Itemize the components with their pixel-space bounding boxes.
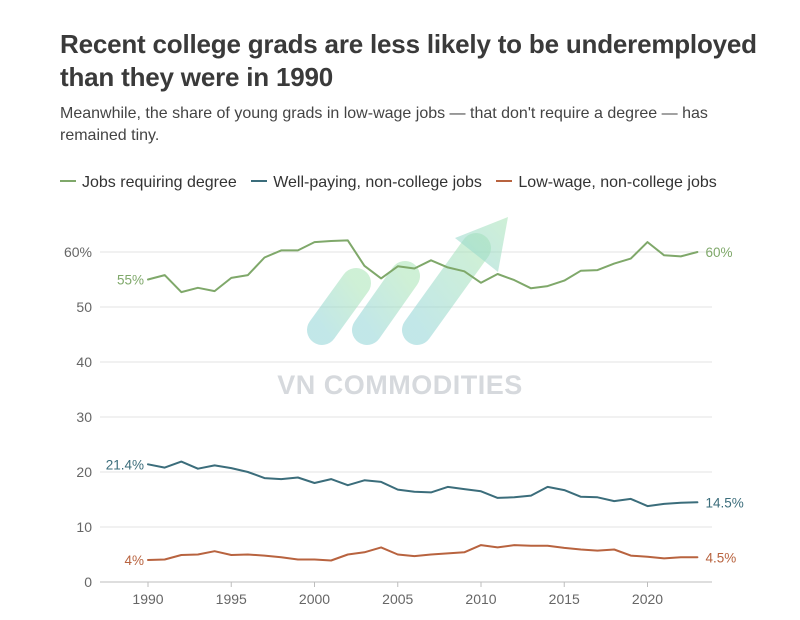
series-lines <box>147 239 699 562</box>
y-tick-label: 50 <box>76 299 92 315</box>
y-tick-label: 10 <box>76 519 92 535</box>
watermark-logo: VN COMMODITIES <box>277 217 523 400</box>
y-tick-label: 30 <box>76 409 92 425</box>
legend-label-well-paying: Well-paying, non-college jobs <box>273 174 482 191</box>
y-tick-label: 60% <box>64 244 92 260</box>
y-tick-label: 20 <box>76 464 92 480</box>
series-end-label: 14.5% <box>705 495 743 510</box>
series-end-labels: 55% 60% 21.4% 14.5% 4% 4.5% <box>106 245 744 568</box>
x-tick-label: 1990 <box>132 591 163 607</box>
x-tick-label: 2000 <box>299 591 330 607</box>
x-tick-label: 2010 <box>465 591 496 607</box>
series-end-label: 60% <box>705 245 732 260</box>
x-tick-label: 1995 <box>216 591 247 607</box>
legend-label-low-wage: Low-wage, non-college jobs <box>518 174 717 191</box>
x-axis-ticks: 1990 1995 2000 2005 2010 2015 2020 <box>132 582 663 607</box>
series-start-label: 21.4% <box>106 457 144 472</box>
y-tick-label: 0 <box>84 574 92 590</box>
x-tick-label: 2020 <box>632 591 663 607</box>
series-line-2 <box>147 544 699 562</box>
x-tick-label: 2015 <box>549 591 580 607</box>
legend-item-well-paying: Well-paying, non-college jobs <box>251 174 482 191</box>
legend-swatch-degree <box>60 179 76 182</box>
series-start-label: 55% <box>117 273 144 288</box>
series-line-1 <box>147 460 699 508</box>
gridlines <box>100 251 712 583</box>
x-tick-label: 2005 <box>382 591 413 607</box>
series-line-0 <box>147 239 699 294</box>
legend-item-degree: Jobs requiring degree <box>60 174 237 191</box>
y-axis-ticks: 60% 50 40 30 20 10 0 <box>64 244 92 590</box>
series-start-label: 4% <box>124 553 144 568</box>
series-end-label: 4.5% <box>705 550 736 565</box>
legend-item-low-wage: Low-wage, non-college jobs <box>496 174 717 191</box>
legend-swatch-low-wage <box>496 179 513 182</box>
legend-label-degree: Jobs requiring degree <box>82 174 237 191</box>
chart-subtitle: Meanwhile, the share of young grads in l… <box>60 105 708 144</box>
legend: Jobs requiring degree Well-paying, non-c… <box>60 170 760 196</box>
chart-title: Recent college grads are less likely to … <box>60 29 757 92</box>
y-tick-label: 40 <box>76 354 92 370</box>
watermark-text: VN COMMODITIES <box>277 370 523 400</box>
legend-swatch-well-paying <box>251 179 268 182</box>
